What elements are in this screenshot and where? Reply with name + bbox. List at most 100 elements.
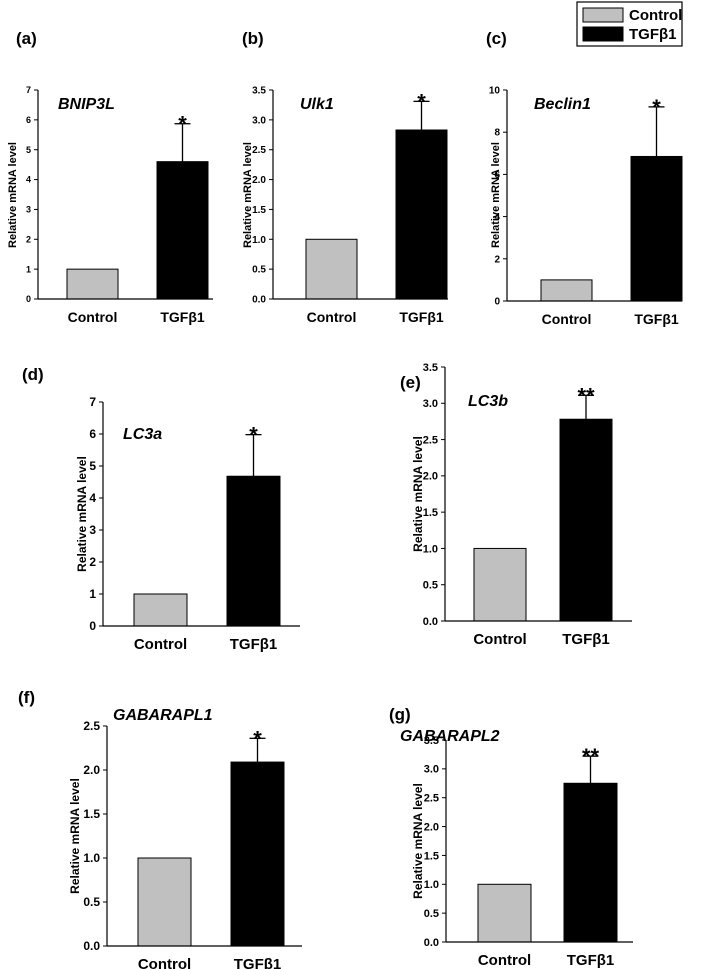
significance-marker: *	[417, 89, 426, 114]
legend-swatch-control	[582, 7, 624, 23]
y-tick-label: 0.5	[423, 580, 438, 592]
significance-marker: **	[582, 744, 600, 769]
y-tick-label: 3.5	[424, 735, 439, 747]
x-tick-label: TGFβ1	[399, 309, 444, 325]
bar-tgfb1	[230, 761, 285, 947]
y-axis-label: Relative mRNA level	[7, 142, 19, 248]
y-tick-label: 0.5	[83, 895, 100, 909]
panel-c: (c) Beclin1 Relative mRNA level * 0 2 4 6 8 10 Con…	[486, 29, 683, 327]
y-tick-label: 2.5	[424, 793, 439, 805]
significance-marker: *	[652, 95, 661, 120]
y-tick-label: 0.0	[424, 937, 439, 949]
y-tick-label: 7	[89, 395, 96, 409]
gene-title: Ulk1	[300, 96, 334, 113]
y-tick-label: 8	[494, 128, 500, 139]
y-tick-label: 4	[494, 212, 500, 223]
y-tick-label: 6	[494, 170, 500, 181]
x-tick-label: TGFβ1	[562, 631, 610, 648]
panel-label: (b)	[242, 29, 264, 48]
y-tick-label: 0.5	[252, 265, 266, 276]
y-tick-label: 3.5	[423, 362, 438, 374]
y-tick-label: 1.0	[252, 235, 266, 246]
y-tick-label: 0.0	[423, 616, 438, 628]
panel-g: (g) GABARAPL2 Relative mRNA level ** 0.0 0.5 1…	[389, 705, 633, 969]
gene-title: LC3a	[123, 426, 162, 443]
y-tick-label: 2	[494, 254, 500, 265]
y-tick-label: 10	[489, 86, 501, 97]
panel-label: (f)	[18, 688, 35, 707]
panel-label: (e)	[400, 373, 421, 392]
bar-tgfb1	[226, 475, 281, 627]
y-tick-label: 2	[89, 555, 96, 569]
x-tick-label: Control	[307, 309, 357, 325]
y-tick-label: 2.0	[424, 821, 439, 833]
y-axis-label: Relative mRNA level	[242, 142, 254, 248]
y-axis-label: Relative mRNA level	[490, 142, 502, 248]
gene-title: GABARAPL1	[113, 707, 213, 724]
panel-f: (f) GABARAPL1 Relative mRNA level * 0.0 0.5 1.…	[18, 688, 302, 969]
significance-marker: *	[249, 423, 258, 448]
panel-a: (a) BNIP3L Relative mRNA level * 0 1 2 3 4 5 6 7 Con…	[7, 29, 213, 325]
y-tick-label: 1	[26, 264, 31, 274]
x-tick-label: TGFβ1	[567, 952, 615, 969]
bar-control	[477, 883, 532, 943]
y-tick-label: 2.0	[252, 175, 266, 186]
y-tick-label: 1.5	[423, 507, 438, 519]
y-axis-label: Relative mRNA level	[68, 778, 82, 894]
bar-control	[305, 238, 358, 300]
bar-control	[473, 547, 527, 622]
bar-tgfb1	[630, 155, 683, 302]
x-tick-label: Control	[138, 956, 191, 969]
y-axis-label: Relative mRNA level	[411, 436, 425, 552]
y-tick-label: 6	[26, 115, 31, 125]
legend-swatch-tgfb1	[582, 26, 624, 42]
significance-marker: *	[253, 726, 262, 751]
panel-d: (d) LC3a Relative mRNA level * 0 1 2 3 4 5 6 7 Contr…	[22, 365, 300, 653]
y-tick-label: 0	[89, 619, 96, 633]
x-tick-label: Control	[473, 631, 526, 648]
bar-control	[133, 593, 188, 627]
panel-label: (a)	[16, 29, 37, 48]
y-tick-label: 2.0	[83, 763, 100, 777]
panel-label: (g)	[389, 705, 411, 724]
x-tick-label: Control	[542, 311, 592, 327]
y-tick-label: 0.5	[424, 908, 439, 920]
y-tick-label: 2.5	[83, 719, 100, 733]
y-tick-label: 4	[26, 175, 31, 185]
significance-marker: **	[577, 383, 595, 408]
y-tick-label: 2	[26, 234, 31, 244]
y-tick-label: 4	[89, 491, 96, 505]
y-tick-label: 3.0	[423, 398, 438, 410]
y-tick-label: 1.5	[252, 205, 266, 216]
y-tick-label: 2.5	[423, 434, 438, 446]
gene-title: LC3b	[468, 393, 508, 410]
gene-title: GABARAPL2	[400, 728, 500, 745]
y-tick-label: 0	[26, 294, 31, 304]
y-tick-label: 6	[89, 427, 96, 441]
y-tick-label: 3	[26, 205, 31, 215]
y-tick-label: 0.0	[252, 295, 266, 306]
y-tick-label: 1.0	[423, 543, 438, 555]
bar-control	[137, 857, 192, 947]
y-tick-label: 1.5	[83, 807, 100, 821]
x-tick-label: Control	[478, 952, 531, 969]
x-tick-label: TGFβ1	[234, 956, 282, 969]
y-tick-label: 0.0	[83, 939, 100, 953]
y-tick-label: 5	[26, 145, 31, 155]
y-tick-label: 2.5	[252, 145, 266, 156]
y-tick-label: 0	[494, 297, 500, 308]
gene-title: BNIP3L	[58, 96, 115, 113]
panel-b: (b) Ulk1 Relative mRNA level * 0.0 0.5 1.0 1.5 2…	[242, 29, 448, 325]
panel-label: (c)	[486, 29, 507, 48]
y-tick-label: 1.0	[424, 879, 439, 891]
x-tick-label: Control	[134, 636, 187, 653]
bar-tgfb1	[559, 418, 613, 622]
y-tick-label: 1.0	[83, 851, 100, 865]
x-tick-label: TGFβ1	[634, 311, 679, 327]
bar-control	[66, 268, 119, 300]
panel-label: (d)	[22, 365, 44, 384]
x-tick-label: TGFβ1	[230, 636, 278, 653]
y-tick-label: 3.5	[252, 86, 266, 97]
bar-tgfb1	[395, 129, 448, 300]
